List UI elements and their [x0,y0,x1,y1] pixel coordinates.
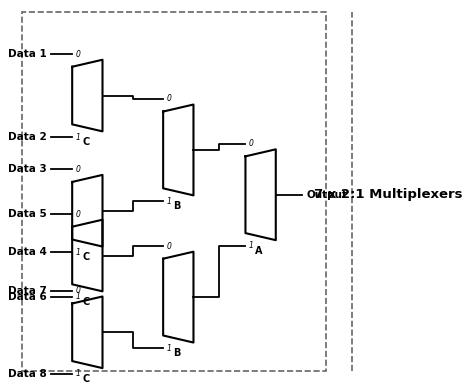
Text: 1: 1 [76,293,81,301]
Text: Data 5: Data 5 [9,209,47,219]
Text: B: B [173,201,181,211]
Bar [22,12,326,371]
Text: Data 8: Data 8 [9,369,47,379]
Text: Data 6: Data 6 [9,292,47,302]
Text: Output: Output [306,190,347,200]
Text: 1: 1 [167,344,172,353]
Text: 1: 1 [249,241,254,250]
Text: 0: 0 [167,94,172,103]
Text: 1: 1 [76,369,81,378]
Text: Data 7: Data 7 [8,286,47,296]
Text: C: C [82,137,90,147]
Text: 1: 1 [167,196,172,206]
Text: 7 x 2:1 Multiplexers: 7 x 2:1 Multiplexers [314,188,463,201]
Text: C: C [82,297,90,307]
Text: 1: 1 [76,248,81,257]
Text: 0: 0 [76,210,81,218]
Text: Data 2: Data 2 [9,132,47,142]
Text: 0: 0 [76,50,81,59]
Text: A: A [255,246,263,256]
Text: C: C [82,252,90,262]
Text: 0: 0 [76,165,81,174]
Text: 0: 0 [249,139,254,148]
Text: 0: 0 [167,242,172,251]
Text: B: B [173,348,181,358]
Text: Data 4: Data 4 [8,247,47,257]
Text: C: C [82,374,90,384]
Text: 1: 1 [76,133,81,142]
Text: Data 3: Data 3 [9,164,47,174]
Text: Data 1: Data 1 [9,49,47,59]
Text: 0: 0 [76,286,81,295]
